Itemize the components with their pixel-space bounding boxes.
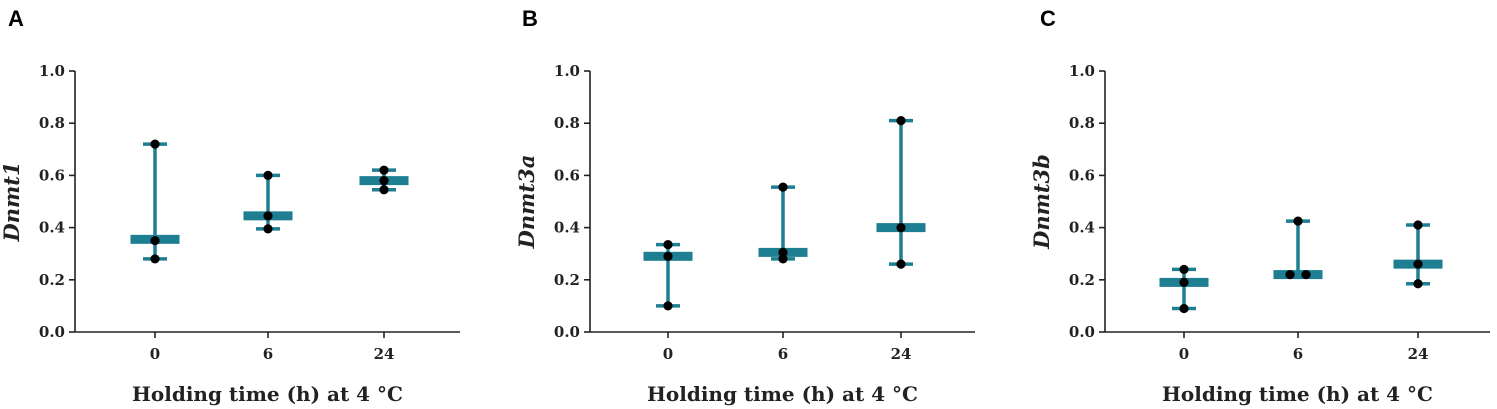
x-tick-label: 24 (891, 345, 912, 363)
x-tick-label: 6 (263, 345, 273, 363)
data-point (379, 165, 389, 175)
y-tick-label: 0.0 (554, 323, 580, 341)
x-tick-label: 24 (374, 345, 395, 363)
data-point (663, 301, 673, 311)
data-point (663, 251, 673, 261)
x-tick-label: 6 (1293, 345, 1303, 363)
x-tick-label: 0 (663, 345, 673, 363)
panel-letter: B (522, 6, 538, 31)
data-point (1285, 269, 1295, 280)
data-point (263, 211, 273, 221)
y-tick-label: 1.0 (39, 62, 65, 80)
y-tick-label: 0.2 (554, 271, 580, 289)
data-point (263, 224, 273, 234)
panel-letter: A (8, 6, 24, 31)
data-point (263, 170, 273, 180)
x-axis-label: Holding time (h) at 4 °C (1162, 382, 1433, 406)
y-tick-label: 1.0 (554, 62, 580, 80)
data-point (1413, 220, 1423, 230)
data-point (1413, 279, 1423, 289)
y-tick-label: 0.6 (39, 166, 65, 184)
y-tick-label: 0.0 (39, 323, 65, 341)
data-point (778, 254, 788, 264)
data-point (150, 254, 160, 264)
y-tick-label: 0.4 (39, 219, 65, 237)
y-tick-label: 0.2 (39, 271, 65, 289)
x-axis-label: Holding time (h) at 4 °C (647, 382, 918, 406)
data-point (1293, 216, 1303, 226)
y-tick-label: 1.0 (1069, 62, 1095, 80)
y-tick-label: 0.6 (1069, 166, 1095, 184)
panel-c: C 0.0 0.2 0.4 0.6 0.8 1.0 0 6 24 Dnmt3b Holding tim… (1029, 6, 1490, 406)
panel-letter: C (1040, 6, 1056, 31)
x-axis-label: Holding time (h) at 4 °C (132, 382, 403, 406)
y-tick-label: 0.4 (1069, 219, 1095, 237)
y-tick-label: 0.8 (39, 114, 65, 132)
data-point (1413, 259, 1423, 269)
y-tick-label: 0.0 (1069, 323, 1095, 341)
data-point (663, 239, 673, 250)
y-tick-label: 0.2 (1069, 271, 1095, 289)
data-point (896, 223, 906, 233)
data-point (1179, 277, 1189, 288)
x-tick-label: 24 (1408, 345, 1429, 363)
y-axis-label: Dnmt1 (0, 161, 24, 242)
data-point (379, 185, 389, 195)
y-axis-label: Dnmt3a (514, 155, 539, 250)
panel-a: A 0.0 0.2 0.4 0.6 0.8 1.0 0 6 24 Dnmt1 Holding time… (0, 6, 460, 406)
y-tick-label: 0.8 (554, 114, 580, 132)
median-bar (1273, 270, 1323, 280)
data-point (1179, 303, 1189, 314)
y-tick-label: 0.8 (1069, 114, 1095, 132)
data-point (150, 139, 160, 149)
x-tick-label: 0 (150, 345, 160, 363)
y-axis-label: Dnmt3b (1029, 154, 1054, 250)
data-point (778, 182, 788, 192)
panel-b: B 0.0 0.2 0.4 0.6 0.8 1.0 0 6 24 Dnmt3a Holding tim… (514, 6, 975, 406)
x-tick-label: 6 (778, 345, 788, 363)
data-point (150, 236, 160, 246)
data-point (778, 247, 788, 257)
y-tick-label: 0.6 (554, 166, 580, 184)
data-point (1179, 264, 1189, 274)
data-point (379, 176, 389, 186)
data-point (1301, 269, 1311, 280)
x-tick-label: 0 (1179, 345, 1189, 363)
data-point (896, 259, 906, 269)
y-tick-label: 0.4 (554, 219, 580, 237)
data-point (896, 115, 906, 126)
